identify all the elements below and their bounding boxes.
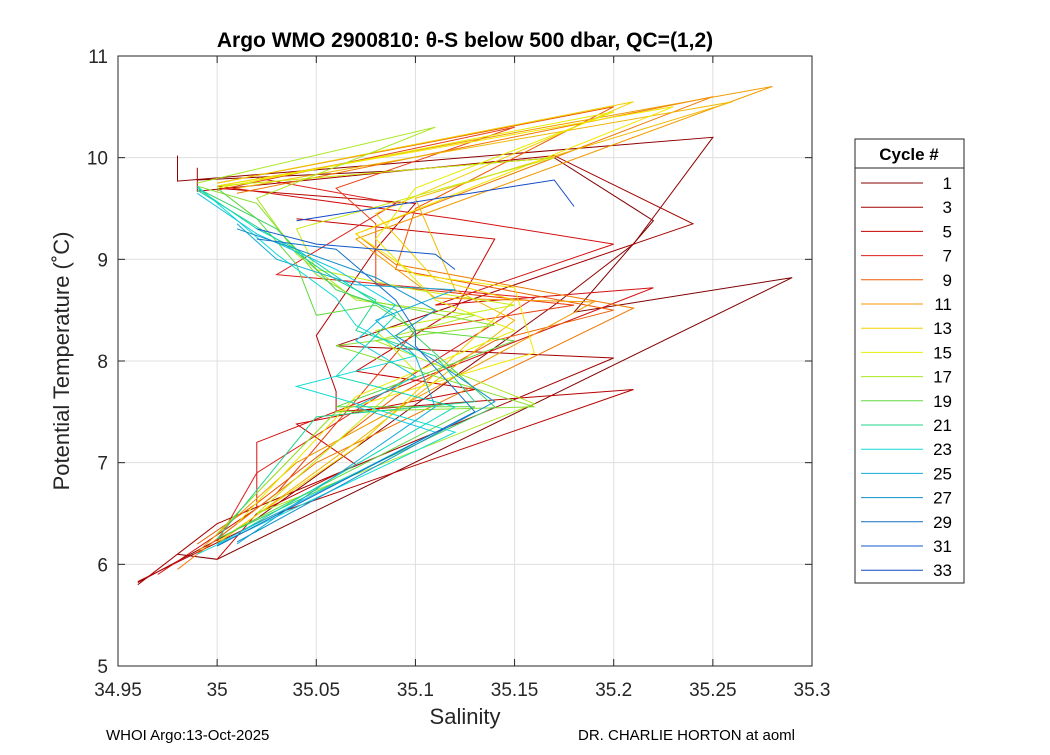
y-tick-label: 11 [88,47,108,68]
series-layer [137,86,793,586]
footer-right: DR. CHARLIE HORTON at aoml [578,727,795,744]
series-line-cycle-18 [197,185,535,535]
legend-item: 3 [861,198,952,217]
legend-label: 5 [943,222,952,241]
series-line-cycle-16 [217,157,555,514]
ticks [117,55,813,667]
chart-title: Argo WMO 2900810: θ-S below 500 dbar, QC… [217,29,713,52]
legend-item: 27 [861,489,952,508]
legend-item: 29 [861,513,952,532]
x-tick-label: 35.2 [595,680,632,701]
legend-label: 17 [933,368,952,387]
y-tick-label: 7 [97,454,108,475]
legend-item: 33 [861,561,952,580]
legend-label: 23 [933,440,952,459]
series-line-cycle-13 [216,101,634,543]
series-line-cycle-17 [197,126,536,514]
x-tick-label: 35.1 [397,680,434,701]
series-line-cycle-4 [137,187,634,583]
legend-item: 9 [861,271,952,290]
legend-label: 19 [933,392,952,411]
x-tick-label: 35.15 [491,680,539,701]
legend-item: 1 [861,174,952,193]
legend-title: Cycle # [879,145,939,164]
legend-label: 25 [933,464,952,483]
series-line-cycle-8 [196,126,575,555]
series-line-cycle-21 [197,189,476,540]
legend-label: 11 [934,295,952,314]
series-line-cycle-27 [216,238,476,547]
legend-label: 21 [933,416,952,435]
y-tick-labels: 5 6 7 8 9 10 11 [87,47,108,678]
legend-label: 3 [943,198,952,217]
legend-label: 33 [933,561,952,580]
series-line-cycle-14 [216,106,674,535]
series-line-cycle-22 [197,187,457,535]
series-line-cycle-28 [256,228,456,270]
series-line-cycle-24 [197,192,437,545]
series-line-cycle-26 [236,228,496,543]
legend-label: 31 [933,537,952,556]
legend-label: 7 [943,247,952,266]
series-line-cycle-6 [157,185,654,575]
x-axis-label: Salinity [430,704,501,729]
legend-item: 23 [861,440,952,459]
legend-label: 13 [933,319,952,338]
x-tick-labels: 34.95 35 35.05 35.1 35.15 35.2 35.25 35.3 [94,680,830,701]
legend-label: 15 [933,343,952,362]
footer-left: WHOI Argo:13-Oct-2025 [106,727,269,744]
legend-item: 19 [861,392,952,411]
legend-label: 29 [933,513,952,532]
x-tick-label: 35 [207,680,228,701]
legend-item: 15 [861,343,952,362]
x-tick-label: 34.95 [94,680,142,701]
legend-label: 27 [933,489,952,508]
legend-item: 31 [861,537,952,556]
legend-item: 17 [861,368,952,387]
y-tick-label: 9 [97,250,108,271]
series-line-cycle-11 [196,86,773,553]
series-line-cycle-15 [217,111,614,525]
legend-label: 9 [943,271,952,290]
series-line-cycle-29 [296,179,575,222]
series-line-cycle-9 [197,106,614,545]
x-tick-label: 35.05 [293,680,341,701]
series-line-cycle-25 [236,223,456,545]
y-tick-label: 10 [87,149,108,170]
y-axis-label: Potential Temperature (˚C) [49,232,74,491]
legend-item: 25 [861,464,952,483]
legend-item: 13 [861,319,952,338]
series-line-cycle-7 [216,177,536,543]
legend-item: 21 [861,416,952,435]
legend-box [854,138,965,584]
series-line-cycle-23 [196,185,457,555]
legend-item: 7 [861,247,952,266]
legend-item: 5 [861,222,952,241]
x-tick-label: 35.3 [794,680,831,701]
x-tick-label: 35.25 [689,680,737,701]
y-tick-label: 6 [97,555,108,576]
y-tick-label: 5 [97,657,108,678]
legend-item: 11 [861,295,952,314]
legend-label: 1 [943,174,952,193]
y-tick-label: 8 [97,352,108,373]
